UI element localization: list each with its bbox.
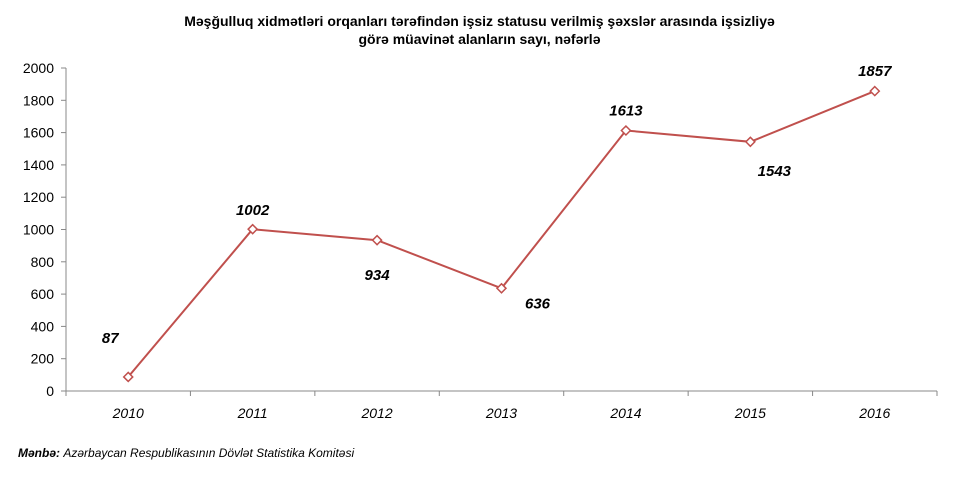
y-tick-label: 1600 <box>23 125 54 141</box>
x-tick-label: 2014 <box>609 405 641 421</box>
y-tick-label: 200 <box>31 351 55 367</box>
data-label: 1613 <box>609 103 643 120</box>
source-note: Mənbə: Azərbaycan Respublikasının Dövlət… <box>18 446 354 460</box>
source-label: Mənbə: <box>18 446 60 460</box>
data-label: 1543 <box>758 163 792 180</box>
x-tick-label: 2016 <box>858 405 890 421</box>
data-point <box>744 136 756 148</box>
chart-title-line-2: görə müavinət alanların sayı, nəfərlə <box>358 31 601 47</box>
data-point <box>869 85 881 97</box>
data-point <box>247 223 259 235</box>
x-tick-label: 2015 <box>734 405 766 421</box>
data-label: 636 <box>525 295 551 312</box>
data-point <box>495 282 508 294</box>
data-point <box>122 371 134 383</box>
data-label: 1857 <box>858 63 892 80</box>
y-tick-label: 800 <box>31 254 55 270</box>
x-tick-label: 2012 <box>360 405 392 421</box>
data-label: 1002 <box>236 202 270 219</box>
source-text: Azərbaycan Respublikasının Dövlət Statis… <box>63 446 355 460</box>
y-tick-label: 0 <box>46 383 54 399</box>
x-tick-label: 2011 <box>237 405 268 421</box>
x-tick-label: 2010 <box>112 405 144 421</box>
y-tick-label: 2000 <box>23 60 54 76</box>
chart-title-line-1: Məşğulluq xidmətləri orqanları tərəfində… <box>184 13 775 29</box>
y-tick-label: 1200 <box>23 189 54 205</box>
y-tick-label: 1800 <box>23 92 54 108</box>
data-point <box>620 124 632 137</box>
y-tick-label: 1000 <box>23 222 54 238</box>
data-point <box>371 234 383 246</box>
data-label: 87 <box>102 330 119 347</box>
chart-title: Məşğulluq xidmətləri orqanları tərəfində… <box>0 12 959 48</box>
y-tick-label: 400 <box>31 318 55 334</box>
y-tick-label: 600 <box>31 286 55 302</box>
x-tick-label: 2013 <box>485 405 517 421</box>
series-line <box>127 90 876 378</box>
y-tick-label: 1400 <box>23 157 54 173</box>
data-label: 934 <box>365 267 391 284</box>
